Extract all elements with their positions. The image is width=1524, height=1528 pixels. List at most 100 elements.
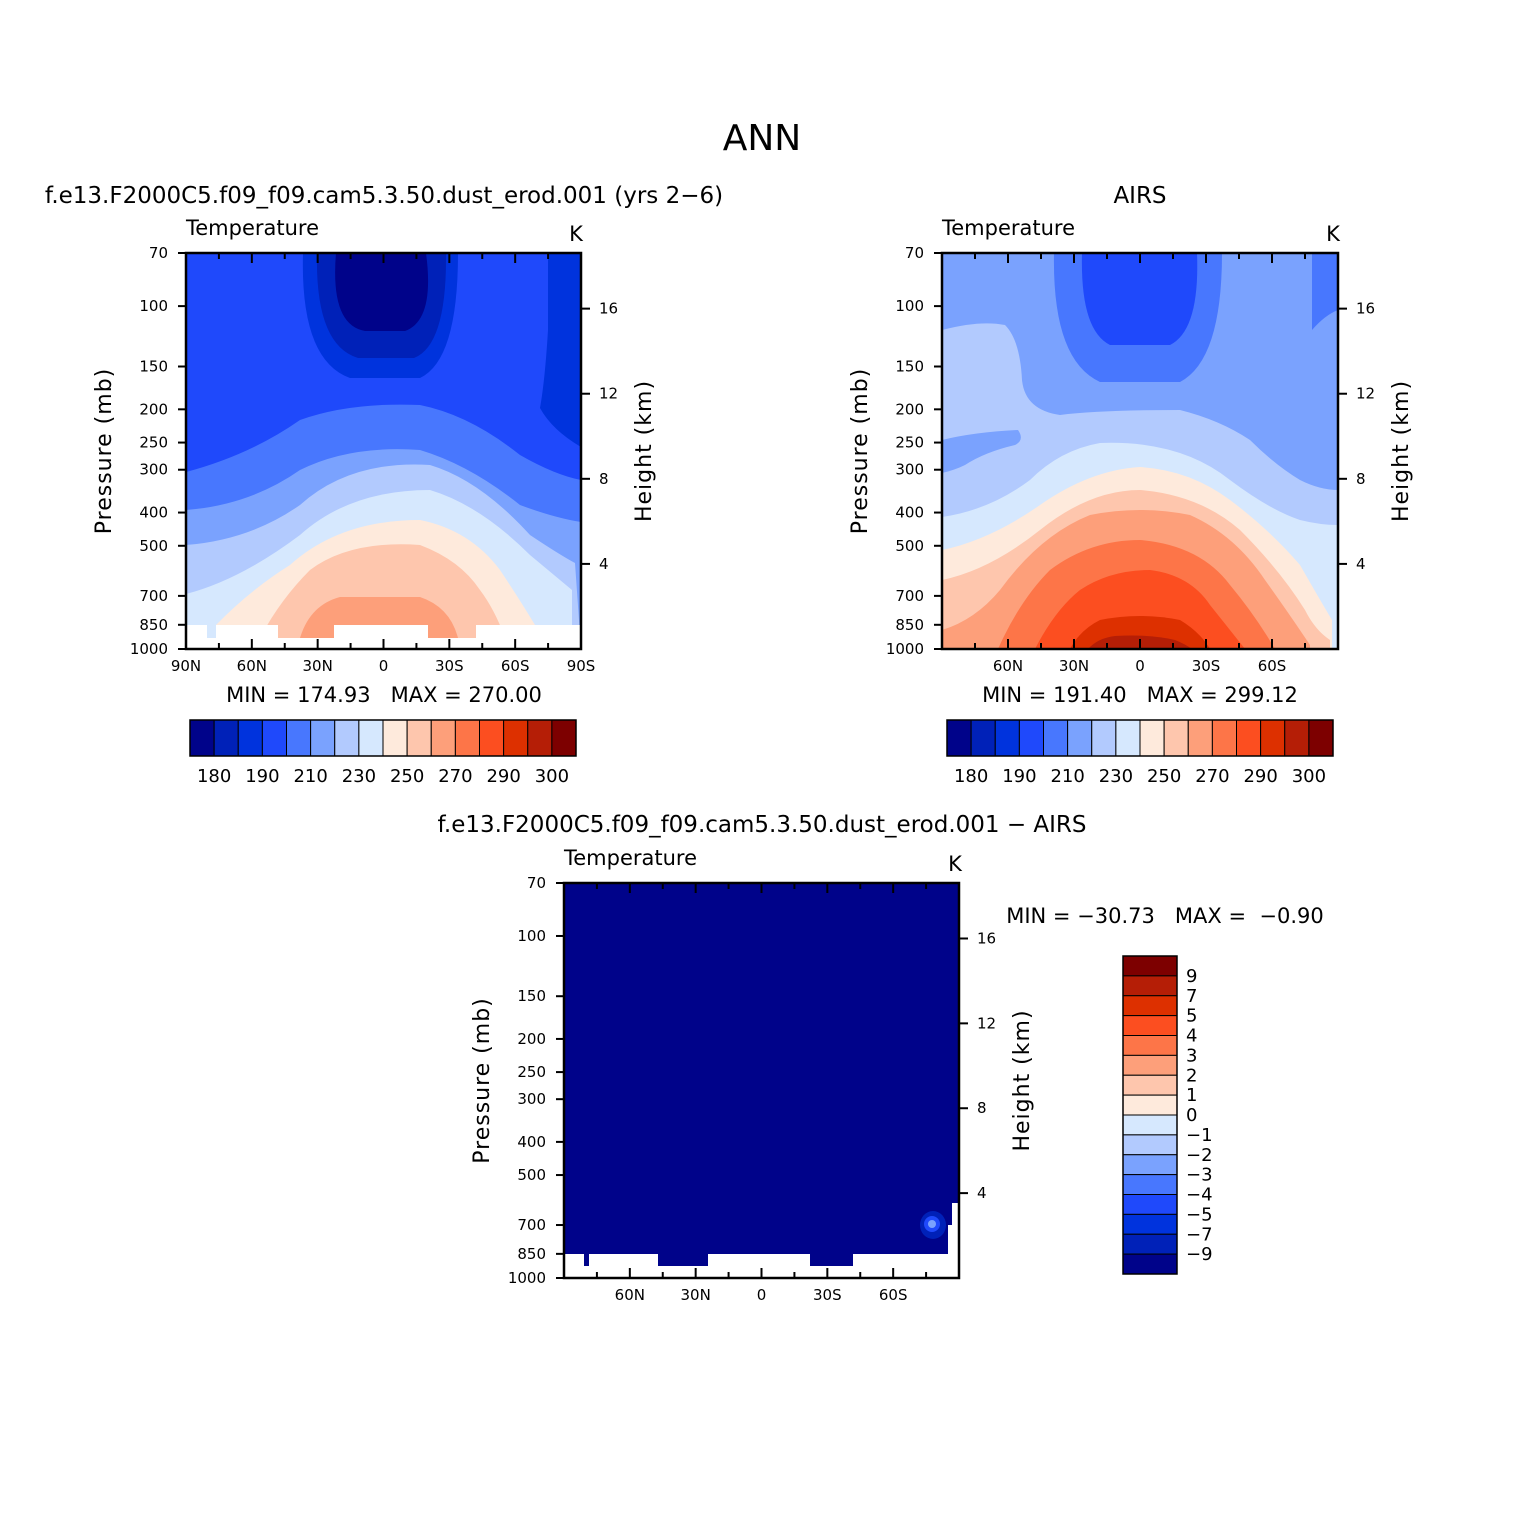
colorbar-label: 7 [1186,986,1197,1007]
colorbar-swatch [286,719,312,757]
panel-model-colorbar: 180 190 210 230 250 270 290 300 [189,719,577,787]
y-tick-label: 850 [517,1245,546,1263]
colorbar-label: 3 [1186,1045,1197,1066]
colorbar-swatch [310,719,336,757]
panel-model-variable: Temperature [185,216,319,240]
y-tick-label: 250 [895,434,924,452]
x-tick-label: 60S [1258,657,1287,675]
x-tick-label: 30S [1192,657,1221,675]
colorbar-swatch [430,719,456,757]
colorbar-swatch [1043,719,1069,757]
colorbar-swatch [1122,1233,1178,1255]
y-tick-label: 1000 [886,640,924,658]
colorbar-label: −7 [1186,1224,1213,1245]
colorbar-swatch [946,719,972,757]
contour-band [928,1220,936,1228]
y-tick-label: 1000 [508,1269,546,1287]
panel-model-title: f.e13.F2000C5.f09_f09.cam5.3.50.dust_ero… [45,183,723,209]
y-tick-label: 500 [895,537,924,555]
y-tick-label: 100 [895,297,924,315]
colorbar-label: 4 [1186,1026,1197,1047]
contour-band [1312,253,1338,330]
topography-mask [564,1203,959,1278]
colorbar-label: 180 [954,766,988,787]
colorbar-swatch [1122,1015,1178,1036]
colorbar-swatch [1122,1154,1178,1176]
y-tick-label: 700 [139,587,168,605]
colorbar-frame [946,719,1334,757]
y-tick-label: 70 [527,874,546,892]
colorbar-swatch [479,719,505,757]
right-tick-label: 8 [1356,470,1366,488]
contour-band [540,253,581,447]
x-tick-label: 90S [567,657,596,675]
colorbar-label: 270 [1195,766,1229,787]
y-axis-title: Pressure (mb) [92,368,117,535]
colorbar-label: −9 [1186,1244,1213,1265]
y-tick-label: 500 [517,1166,546,1184]
y-axis-title: Pressure (mb) [470,997,495,1164]
panel-model-field [186,253,581,649]
colorbar-swatch [1122,1035,1178,1056]
colorbar-label: 5 [1186,1006,1197,1027]
colorbar-label: 210 [1050,766,1084,787]
panel-model-units: K [569,222,584,246]
colorbar-swatch [213,719,239,757]
colorbar-swatch [1122,1134,1178,1156]
colorbar-swatch [1284,719,1310,757]
colorbar-label: 210 [293,766,327,787]
colorbar-swatch [334,719,360,757]
colorbar-label: −5 [1186,1204,1213,1225]
y-tick-label: 200 [517,1030,546,1048]
colorbar-swatch [1115,719,1141,757]
colorbar-swatch [1122,995,1178,1017]
right-tick-label: 8 [977,1099,987,1117]
contour-band [335,253,429,331]
panel-model: f.e13.F2000C5.f09_f09.cam5.3.50.dust_ero… [45,183,723,787]
panel-obs-units: K [1326,222,1341,246]
y-axis-title: Pressure (mb) [848,368,873,535]
colorbar-label: 250 [1147,766,1181,787]
colorbar-swatch [454,719,480,757]
x-tick-label: 60S [879,1286,908,1304]
x-tick-label: 30N [681,1286,711,1304]
y-tick-label: 250 [139,434,168,452]
colorbar-swatch [1091,719,1117,757]
right-tick-label: 4 [977,1184,987,1202]
y-tick-label: 150 [517,987,546,1005]
y-tick-label: 700 [895,587,924,605]
colorbar-swatch [1139,719,1165,757]
colorbar-label: 270 [438,766,472,787]
panel-obs-colorbar: 180 190 210 230 250 270 290 300 [946,719,1334,787]
right-tick-label: 12 [599,385,618,403]
y-tick-label: 300 [139,461,168,479]
colorbar-label: 190 [1002,766,1036,787]
y-tick-label: 850 [139,616,168,634]
y-tick-label: 70 [905,244,924,262]
x-tick-label: 0 [1135,657,1145,675]
panel-diff-variable: Temperature [563,846,697,870]
colorbar-swatch [406,719,432,757]
right-tick-label: 16 [977,929,996,947]
colorbar-label: 180 [197,766,231,787]
x-tick-label: 0 [379,657,389,675]
colorbar-swatch [1067,719,1093,757]
contour-band [564,883,959,1278]
colorbar-swatch [1122,1054,1178,1076]
y-tick-label: 1000 [130,640,168,658]
y-tick-label: 400 [517,1133,546,1151]
panel-diff-stats: MIN = −30.73 MAX = −0.90 [1006,904,1324,928]
x-tick-label: 60N [237,657,267,675]
colorbar-swatch [1122,1114,1178,1136]
colorbar-label: 230 [342,766,376,787]
x-tick-label: 0 [757,1286,767,1304]
colorbar-label: 300 [1292,766,1326,787]
colorbar-swatch [189,719,215,757]
x-tick-label: 60S [501,657,530,675]
right-tick-label: 16 [599,300,618,318]
contour-band [942,430,1021,473]
colorbar-label: 300 [535,766,569,787]
y-tick-label: 250 [517,1063,546,1081]
